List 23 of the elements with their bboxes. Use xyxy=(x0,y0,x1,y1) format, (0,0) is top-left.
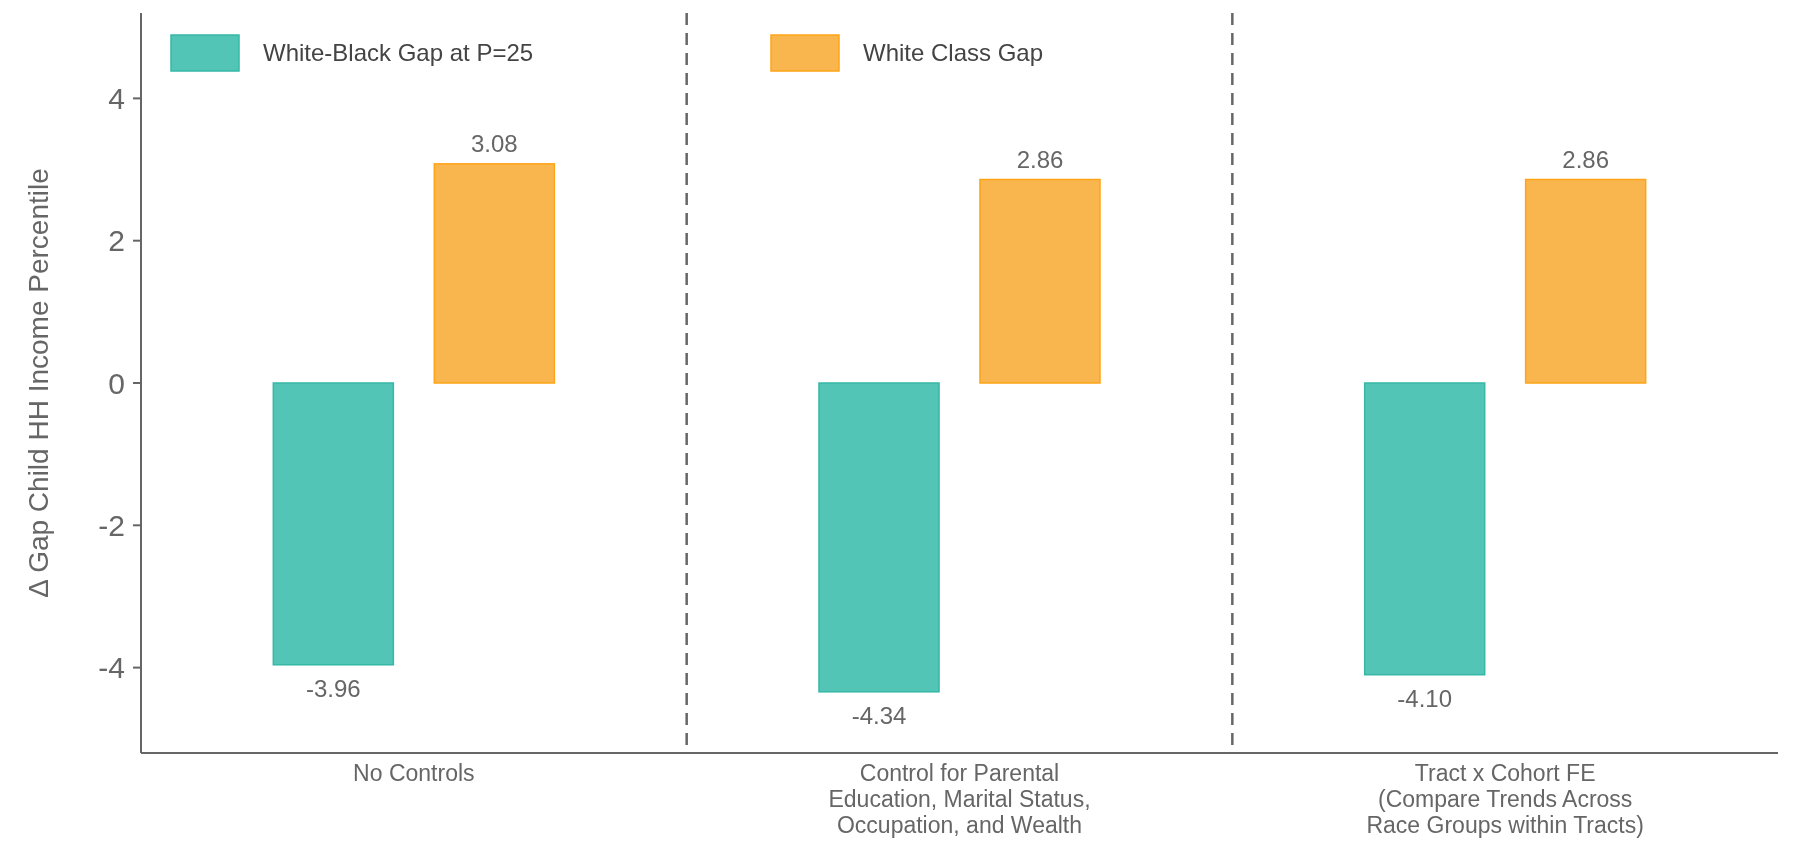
data-label: 2.86 xyxy=(1562,145,1610,173)
bar xyxy=(818,382,940,693)
legend-label: White-Black Gap at P=25 xyxy=(263,39,534,67)
bar xyxy=(1524,178,1647,384)
bar xyxy=(1363,382,1486,676)
y-axis-title: Δ Gap Child HH Income Percentile xyxy=(23,168,54,598)
x-tick-label: Control for Parental Education, Marital Status, Occupation, and Wealth xyxy=(828,760,1091,838)
x-tick-label: Tract x Cohort FE (Compare Trends Across Race Groups within Tracts) xyxy=(1366,760,1644,838)
data-label: -3.96 xyxy=(306,674,361,702)
y-tick-label: 2 xyxy=(108,224,125,258)
data-label: -4.34 xyxy=(851,701,907,729)
data-label: 3.08 xyxy=(470,129,518,157)
bar xyxy=(979,178,1101,384)
legend-label: White Class Gap xyxy=(863,39,1044,67)
y-tick-label: -4 xyxy=(98,651,125,685)
bar xyxy=(433,163,556,384)
y-tick-label: 0 xyxy=(108,366,125,400)
x-tick-label: No Controls xyxy=(353,760,475,786)
data-label: -4.10 xyxy=(1397,684,1453,712)
y-tick-label: 4 xyxy=(108,81,125,115)
y-tick-label: -2 xyxy=(98,508,125,542)
bar xyxy=(272,382,395,666)
data-label: 2.86 xyxy=(1016,145,1064,173)
